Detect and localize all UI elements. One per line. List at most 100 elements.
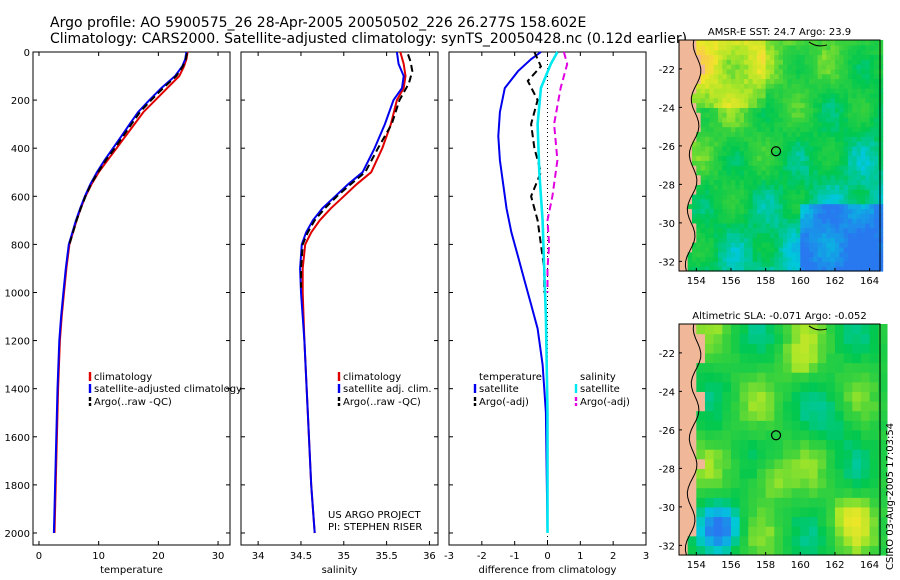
map-cell — [683, 117, 689, 123]
map-cell — [791, 145, 797, 152]
map-cell — [817, 150, 823, 157]
map-cell — [756, 145, 762, 152]
map-cell — [791, 261, 797, 267]
map-cell — [791, 92, 797, 99]
map-cell — [765, 246, 771, 253]
map-cell — [752, 246, 758, 253]
map-cell — [782, 449, 793, 460]
map-cell — [826, 222, 832, 229]
map-cell — [735, 141, 741, 147]
map-cell — [873, 141, 879, 147]
map-cell — [782, 545, 793, 556]
map-cell — [704, 246, 710, 253]
map-cell — [826, 439, 836, 450]
y-tick-label: 1400 — [5, 385, 30, 396]
map-cell — [808, 189, 814, 195]
map-cell — [730, 40, 736, 46]
map-cell — [774, 487, 784, 498]
map-cell — [852, 141, 858, 147]
map-cell — [852, 184, 858, 190]
map-cell — [860, 343, 871, 354]
map-cell — [791, 150, 797, 157]
map-cell — [748, 184, 754, 190]
map-cell — [800, 381, 810, 392]
map-cell — [830, 213, 836, 219]
map-cell — [743, 97, 749, 104]
map-cell — [774, 545, 784, 556]
map-cell — [856, 160, 862, 166]
map-cell — [800, 362, 810, 373]
map-cell — [865, 136, 871, 142]
map-cell — [869, 92, 875, 99]
map-cell — [839, 112, 845, 118]
map-cell — [817, 189, 823, 195]
map-cell — [817, 516, 827, 527]
map-cell — [696, 174, 702, 181]
map-cell — [735, 189, 741, 195]
map-cell — [774, 237, 780, 243]
map-cell — [834, 256, 840, 262]
map-cell — [739, 516, 749, 527]
map-cell — [756, 112, 762, 118]
map-cell — [687, 439, 697, 450]
map-cell — [748, 439, 758, 450]
map-cell — [713, 401, 723, 412]
map-cell — [739, 324, 749, 335]
map-cell — [761, 198, 767, 205]
map-cell — [730, 246, 736, 253]
map-cell — [713, 246, 719, 253]
map-cell — [791, 88, 797, 94]
map-cell — [739, 203, 745, 210]
map-cell — [769, 68, 775, 75]
map-cell — [679, 401, 689, 412]
map-cell — [821, 97, 827, 104]
map-cell — [865, 73, 871, 80]
map-cell — [843, 381, 853, 392]
map-cell — [834, 237, 840, 243]
map-cell — [743, 203, 749, 210]
map-cell — [756, 107, 762, 113]
map-cell — [761, 112, 767, 118]
map-cell — [782, 213, 788, 219]
map-cell — [813, 40, 819, 46]
map-cell — [800, 189, 806, 195]
map-cell — [717, 246, 723, 253]
map-cell — [743, 227, 749, 234]
map-cell — [852, 44, 858, 51]
map-cell — [834, 150, 840, 157]
map-cell — [873, 232, 879, 238]
map-cell — [752, 198, 758, 205]
map-cell — [826, 429, 836, 441]
map-cell — [756, 246, 762, 253]
map-cell — [739, 44, 745, 51]
map-cell — [869, 246, 875, 253]
map-cell — [765, 88, 771, 94]
map-cell — [769, 184, 775, 190]
map-cell — [834, 179, 840, 185]
map-cell — [687, 68, 693, 75]
map-cell — [852, 68, 858, 75]
map-cell — [865, 203, 871, 210]
map-cell — [713, 381, 723, 392]
map-cell — [873, 179, 879, 185]
map-cell — [873, 222, 879, 229]
map-cell — [778, 59, 784, 65]
x-tick-label: 162 — [825, 560, 844, 571]
map-cell — [730, 213, 736, 219]
map-cell — [692, 203, 697, 210]
map-cell — [869, 131, 875, 137]
map-cell — [878, 73, 884, 80]
map-cell — [847, 266, 853, 272]
map-cell — [730, 516, 741, 527]
map-cell — [865, 242, 871, 248]
map-cell — [826, 237, 832, 243]
map-cell — [774, 73, 780, 80]
map-cell — [782, 150, 788, 157]
map-cell — [756, 468, 767, 479]
map-cell — [813, 194, 819, 200]
map-cell — [692, 145, 697, 152]
map-cell — [679, 121, 684, 128]
map-cell — [865, 117, 871, 123]
map-cell — [687, 535, 697, 546]
map-cell — [717, 160, 723, 166]
